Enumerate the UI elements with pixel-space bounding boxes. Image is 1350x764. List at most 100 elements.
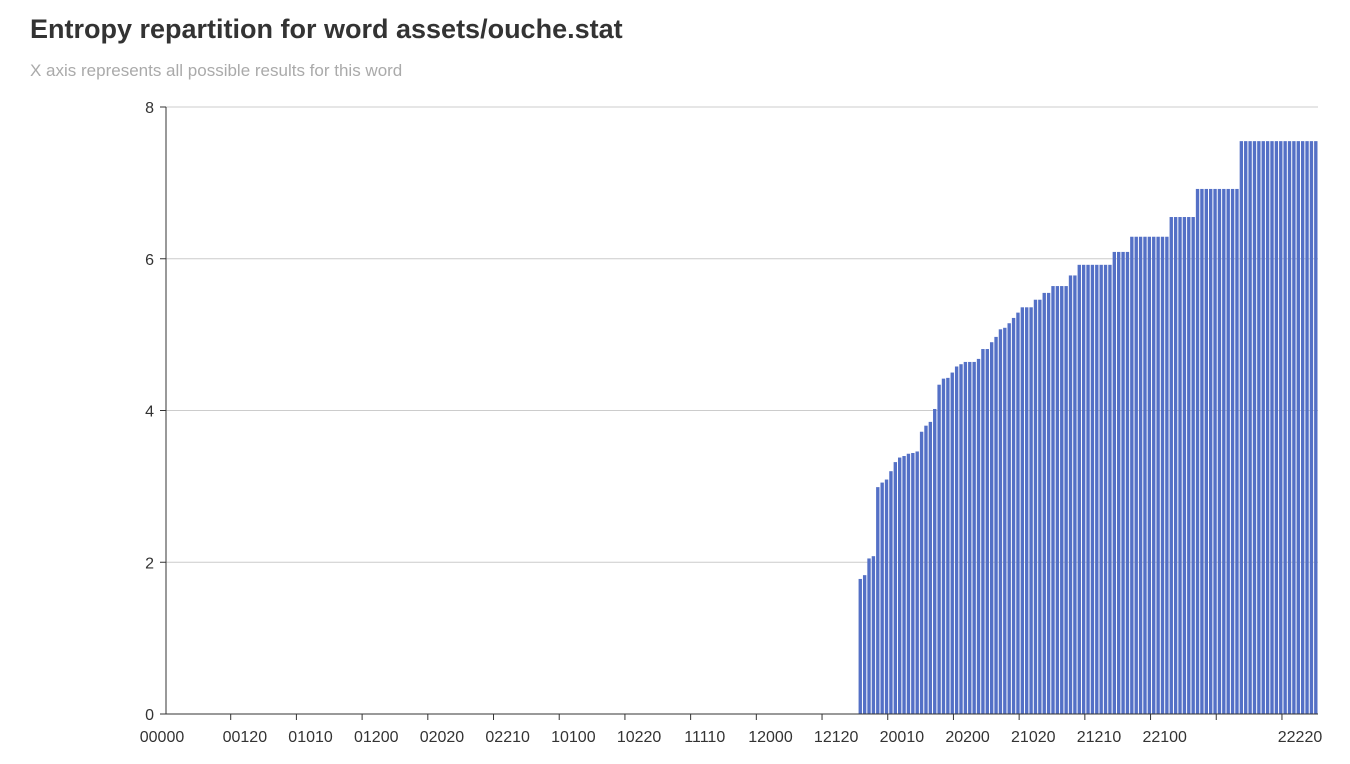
bar [1095,264,1099,714]
bar [906,453,911,714]
bar [1283,141,1287,715]
x-tick-label: 22220 [1278,729,1323,746]
bar [1200,188,1204,714]
x-tick-label: 01200 [354,729,399,746]
bar [954,366,959,714]
bar [1077,264,1081,714]
x-tick-label: 10100 [551,729,596,746]
bar [897,457,902,714]
bar [1046,292,1051,714]
bar [989,342,994,714]
x-tick-label: 02210 [485,729,530,746]
bar [963,361,968,714]
bar [928,421,933,714]
bar [1060,286,1064,714]
bar [1055,286,1060,714]
bar [1309,141,1314,715]
bar [858,578,862,714]
bar [1178,217,1182,715]
chart-title: Entropy repartition for word assets/ouch… [30,14,623,44]
y-tick-label: 6 [145,252,154,269]
bar [1296,141,1300,715]
bar [1305,141,1309,715]
bar [1051,286,1055,714]
bar [1195,188,1200,714]
bar [1068,275,1073,714]
bar [1173,217,1178,715]
bar [946,377,950,714]
bar [968,361,972,714]
bar [1287,141,1292,715]
bar [1007,323,1011,714]
x-tick-label: 01010 [288,729,333,746]
bar [871,556,876,714]
bar [1222,188,1226,714]
bar [1081,264,1086,714]
bar [1156,236,1160,714]
bar [1033,299,1038,714]
bar [1226,188,1230,714]
bar [1279,141,1283,715]
tick-labels: 0 2 4 6 8 00000 00120 01010 01200 02020 02210 10100… [140,100,1323,746]
bar [1204,188,1208,714]
bar [1213,188,1217,714]
x-tick-label: 22100 [1142,729,1187,746]
bar [911,452,915,714]
bar [1235,188,1239,714]
bar [1099,264,1103,714]
x-tick-label: 02020 [420,729,465,746]
bar [867,558,871,714]
bars [858,141,1318,715]
bar [1270,141,1274,715]
x-tick-label: 21020 [1011,729,1056,746]
bar [1108,264,1112,714]
bar [880,482,884,714]
x-tick-label: 00000 [140,729,185,746]
bar [959,364,963,714]
bar [1208,188,1213,714]
bar [1252,141,1257,715]
bar [1182,217,1187,715]
y-tick-label: 8 [145,100,154,117]
bar [1239,141,1244,715]
bar [972,361,976,714]
x-tick-label: 20010 [880,729,925,746]
bar [876,487,880,714]
bar [1121,251,1125,714]
bar [1274,141,1279,715]
bar [862,575,867,714]
bar [1029,307,1033,714]
bar [1261,141,1265,715]
x-tick-label: 20200 [945,729,990,746]
bar [1314,141,1318,715]
bar [1257,141,1261,715]
bar [1016,312,1020,714]
bar [893,462,897,714]
bar [1125,251,1130,714]
bar [1248,141,1252,715]
x-tick-label: 00120 [223,729,268,746]
bar [1292,141,1296,715]
bar [1038,299,1042,714]
bar [1025,307,1029,714]
x-tick-label: 21210 [1077,729,1122,746]
x-tick-label: 10220 [617,729,662,746]
bar [1165,236,1169,714]
bar [1020,307,1025,714]
bar [924,425,928,714]
bar [985,349,989,714]
bar [1169,217,1173,715]
bar [1265,141,1270,715]
bar [1117,251,1121,714]
bar [1003,327,1007,714]
x-tick-label: 12120 [814,729,859,746]
bar [1160,236,1165,714]
bar [1147,236,1152,714]
bar [1086,264,1090,714]
bar [937,384,941,714]
bar [915,451,919,714]
bar [941,378,946,714]
bar [1042,292,1046,714]
y-tick-label: 0 [145,707,154,724]
bar [933,408,937,714]
